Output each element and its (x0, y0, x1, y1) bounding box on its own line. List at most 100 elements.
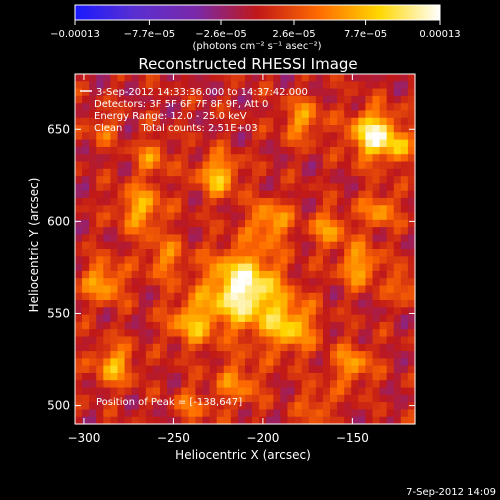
heatmap-cell (181, 205, 189, 214)
heatmap-cell (287, 168, 296, 177)
heatmap-cell (209, 125, 218, 133)
heatmap-cell (110, 183, 119, 192)
heatmap-cell (365, 197, 374, 206)
heatmap-cell (351, 168, 359, 177)
heatmap-cell (209, 307, 218, 316)
heatmap-cell (110, 241, 119, 250)
heatmap-cell (407, 321, 416, 330)
heatmap-cell (138, 241, 147, 250)
heatmap-cell (138, 183, 147, 192)
heatmap-cell (103, 190, 112, 199)
heatmap-cell (252, 416, 260, 425)
heatmap-cell (400, 351, 409, 359)
heatmap-cell (124, 329, 133, 338)
heatmap-cell (308, 263, 317, 272)
heatmap-cell (209, 292, 218, 301)
heatmap-cell (386, 285, 395, 294)
heatmap-cell (96, 387, 104, 396)
heatmap-cell (386, 154, 395, 163)
heatmap-cell (117, 168, 126, 177)
heatmap-cell (351, 161, 359, 170)
heatmap-cell (379, 358, 388, 367)
heatmap-cell (259, 95, 267, 104)
heatmap-cell (202, 88, 211, 97)
heatmap-cell (209, 314, 218, 323)
heatmap-cell (407, 117, 416, 126)
heatmap-cell (273, 358, 282, 367)
heatmap-cell (351, 74, 359, 82)
heatmap-cell (351, 125, 359, 133)
heatmap-cell (202, 402, 211, 411)
heatmap-cell (230, 176, 239, 184)
heatmap-cell (372, 88, 381, 97)
heatmap-cell (103, 103, 112, 112)
heatmap-cell (407, 256, 416, 265)
heatmap-cell (89, 241, 97, 250)
heatmap-cell (103, 314, 112, 323)
heatmap-cell (202, 307, 211, 316)
heatmap-cell (103, 358, 112, 367)
heatmap-cell (294, 125, 303, 133)
heatmap-cell (400, 321, 409, 330)
heatmap-cell (223, 219, 232, 228)
heatmap-cell (160, 74, 168, 82)
heatmap-cell (216, 358, 225, 367)
heatmap-cell (337, 300, 345, 308)
heatmap-cell (379, 110, 388, 119)
heatmap-cell (273, 321, 282, 330)
heatmap-cell (259, 343, 267, 352)
heatmap-cell (117, 285, 126, 294)
heatmap-cell (393, 81, 402, 90)
heatmap-cell (216, 343, 225, 352)
heatmap-cell (117, 300, 126, 308)
heatmap-cell (322, 256, 331, 265)
heatmap-cell (138, 132, 147, 141)
heatmap-cell (82, 380, 90, 389)
heatmap-cell (407, 314, 416, 323)
heatmap-cell (400, 241, 409, 250)
heatmap-cell (103, 256, 112, 265)
heatmap-cell (209, 336, 218, 345)
heatmap-cell (386, 314, 395, 323)
heatmap-cell (308, 95, 317, 104)
heatmap-cell (160, 190, 168, 199)
heatmap-cell (379, 146, 388, 155)
heatmap-cell (407, 219, 416, 228)
annotation-time-range: 3-Sep-2012 14:33:36.000 to 14:37:42.000 (96, 87, 308, 98)
heatmap-cell (400, 343, 409, 352)
heatmap-cell (131, 278, 140, 287)
heatmap-cell (259, 307, 267, 316)
heatmap-cell (273, 314, 282, 323)
heatmap-cell (330, 234, 338, 243)
heatmap-cell (344, 285, 352, 294)
heatmap-cell (75, 321, 83, 330)
heatmap-cell (110, 205, 119, 214)
heatmap-cell (223, 351, 232, 359)
heatmap-cell (195, 205, 204, 214)
heatmap-cell (117, 387, 126, 396)
heatmap-cell (315, 300, 324, 308)
heatmap-cell (117, 394, 126, 403)
heatmap-cell (145, 358, 154, 367)
heatmap-cell (152, 139, 161, 148)
heatmap-cell (117, 103, 126, 112)
heatmap-cell (308, 219, 317, 228)
heatmap-cell (379, 256, 388, 265)
heatmap-cell (379, 125, 388, 133)
heatmap-cell (75, 387, 83, 396)
heatmap-cell (287, 146, 296, 155)
heatmap-cell (216, 197, 225, 206)
heatmap-cell (237, 168, 246, 177)
heatmap-cell (393, 351, 402, 359)
heatmap-cell (145, 256, 154, 265)
heatmap-cell (202, 241, 211, 250)
heatmap-cell (131, 300, 140, 308)
heatmap-cell (202, 125, 211, 133)
heatmap-cell (230, 256, 239, 265)
heatmap-cell (195, 117, 204, 126)
heatmap-cell (82, 139, 90, 148)
heatmap-cell (160, 416, 168, 425)
heatmap-cell (266, 139, 274, 148)
heatmap-cell (358, 154, 367, 163)
heatmap-cell (152, 197, 161, 206)
